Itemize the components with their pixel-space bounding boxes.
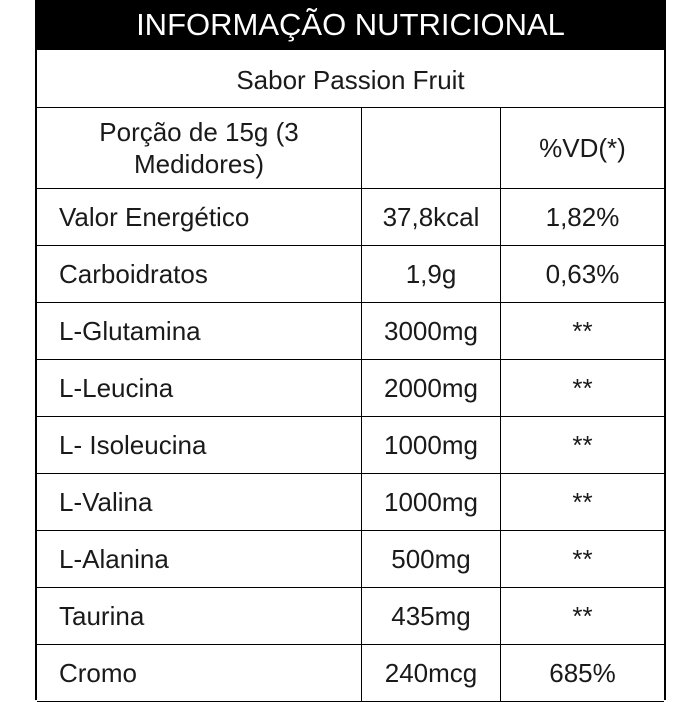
nutrient-dv: ** xyxy=(500,530,664,588)
nutrient-amount: 1000mg xyxy=(361,473,501,531)
nutrient-name: L- Isoleucina xyxy=(37,416,362,474)
nutrient-dv: ** xyxy=(500,473,664,531)
table-row: L-Valina 1000mg ** xyxy=(37,473,664,531)
table-row: L-Glutamina 3000mg ** xyxy=(37,302,664,360)
nutrient-dv: ** xyxy=(500,359,664,417)
nutrient-name: Carboidratos xyxy=(37,245,362,303)
nutrient-amount: 435mg xyxy=(361,587,501,645)
table-row: L- Isoleucina 1000mg ** xyxy=(37,416,664,474)
nutrient-amount: 37,8kcal xyxy=(361,188,501,246)
nutrient-amount: 2000mg xyxy=(361,359,501,417)
portion-line-1: Porção de 15g (3 xyxy=(99,117,299,147)
nutrient-name: L-Leucina xyxy=(37,359,362,417)
table-header-row: Porção de 15g (3 Medidores) %VD(*) xyxy=(37,108,664,189)
nutrient-dv: ** xyxy=(500,302,664,360)
portion-line-2: Medidores) xyxy=(133,149,265,179)
table-row: Valor Energético 37,8kcal 1,82% xyxy=(37,188,664,246)
table-row: Carboidratos 1,9g 0,63% xyxy=(37,245,664,303)
dv-header: %VD(*) xyxy=(500,108,664,189)
nutrition-table-frame xyxy=(35,0,666,700)
table-row: L-Alanina 500mg ** xyxy=(37,530,664,588)
table-row: Cromo 240mcg 685% xyxy=(37,644,664,702)
nutrient-amount: 1,9g xyxy=(361,245,501,303)
nutrient-amount: 1000mg xyxy=(361,416,501,474)
nutrient-name: Cromo xyxy=(37,644,362,702)
portion-header: Porção de 15g (3 Medidores) xyxy=(37,108,362,189)
nutrient-dv: 685% xyxy=(500,644,664,702)
nutrient-name: L-Glutamina xyxy=(37,302,362,360)
nutrition-table: Porção de 15g (3 Medidores) %VD(*) Valor… xyxy=(37,108,664,702)
table-row: L-Leucina 2000mg ** xyxy=(37,359,664,417)
nutrient-amount: 240mcg xyxy=(361,644,501,702)
amount-header xyxy=(361,108,501,189)
nutrient-name: Taurina xyxy=(37,587,362,645)
nutrient-dv: 1,82% xyxy=(500,188,664,246)
nutrient-name: L-Valina xyxy=(37,473,362,531)
nutrient-amount: 500mg xyxy=(361,530,501,588)
table-title: INFORMAÇÃO NUTRICIONAL xyxy=(35,0,666,50)
nutrient-dv: 0,63% xyxy=(500,245,664,303)
nutrient-dv: ** xyxy=(500,416,664,474)
nutrient-name: Valor Energético xyxy=(37,188,362,246)
nutrient-name: L-Alanina xyxy=(37,530,362,588)
flavor-label: Sabor Passion Fruit xyxy=(37,52,664,108)
nutrient-dv: ** xyxy=(500,587,664,645)
nutrient-amount: 3000mg xyxy=(361,302,501,360)
table-row: Taurina 435mg ** xyxy=(37,587,664,645)
